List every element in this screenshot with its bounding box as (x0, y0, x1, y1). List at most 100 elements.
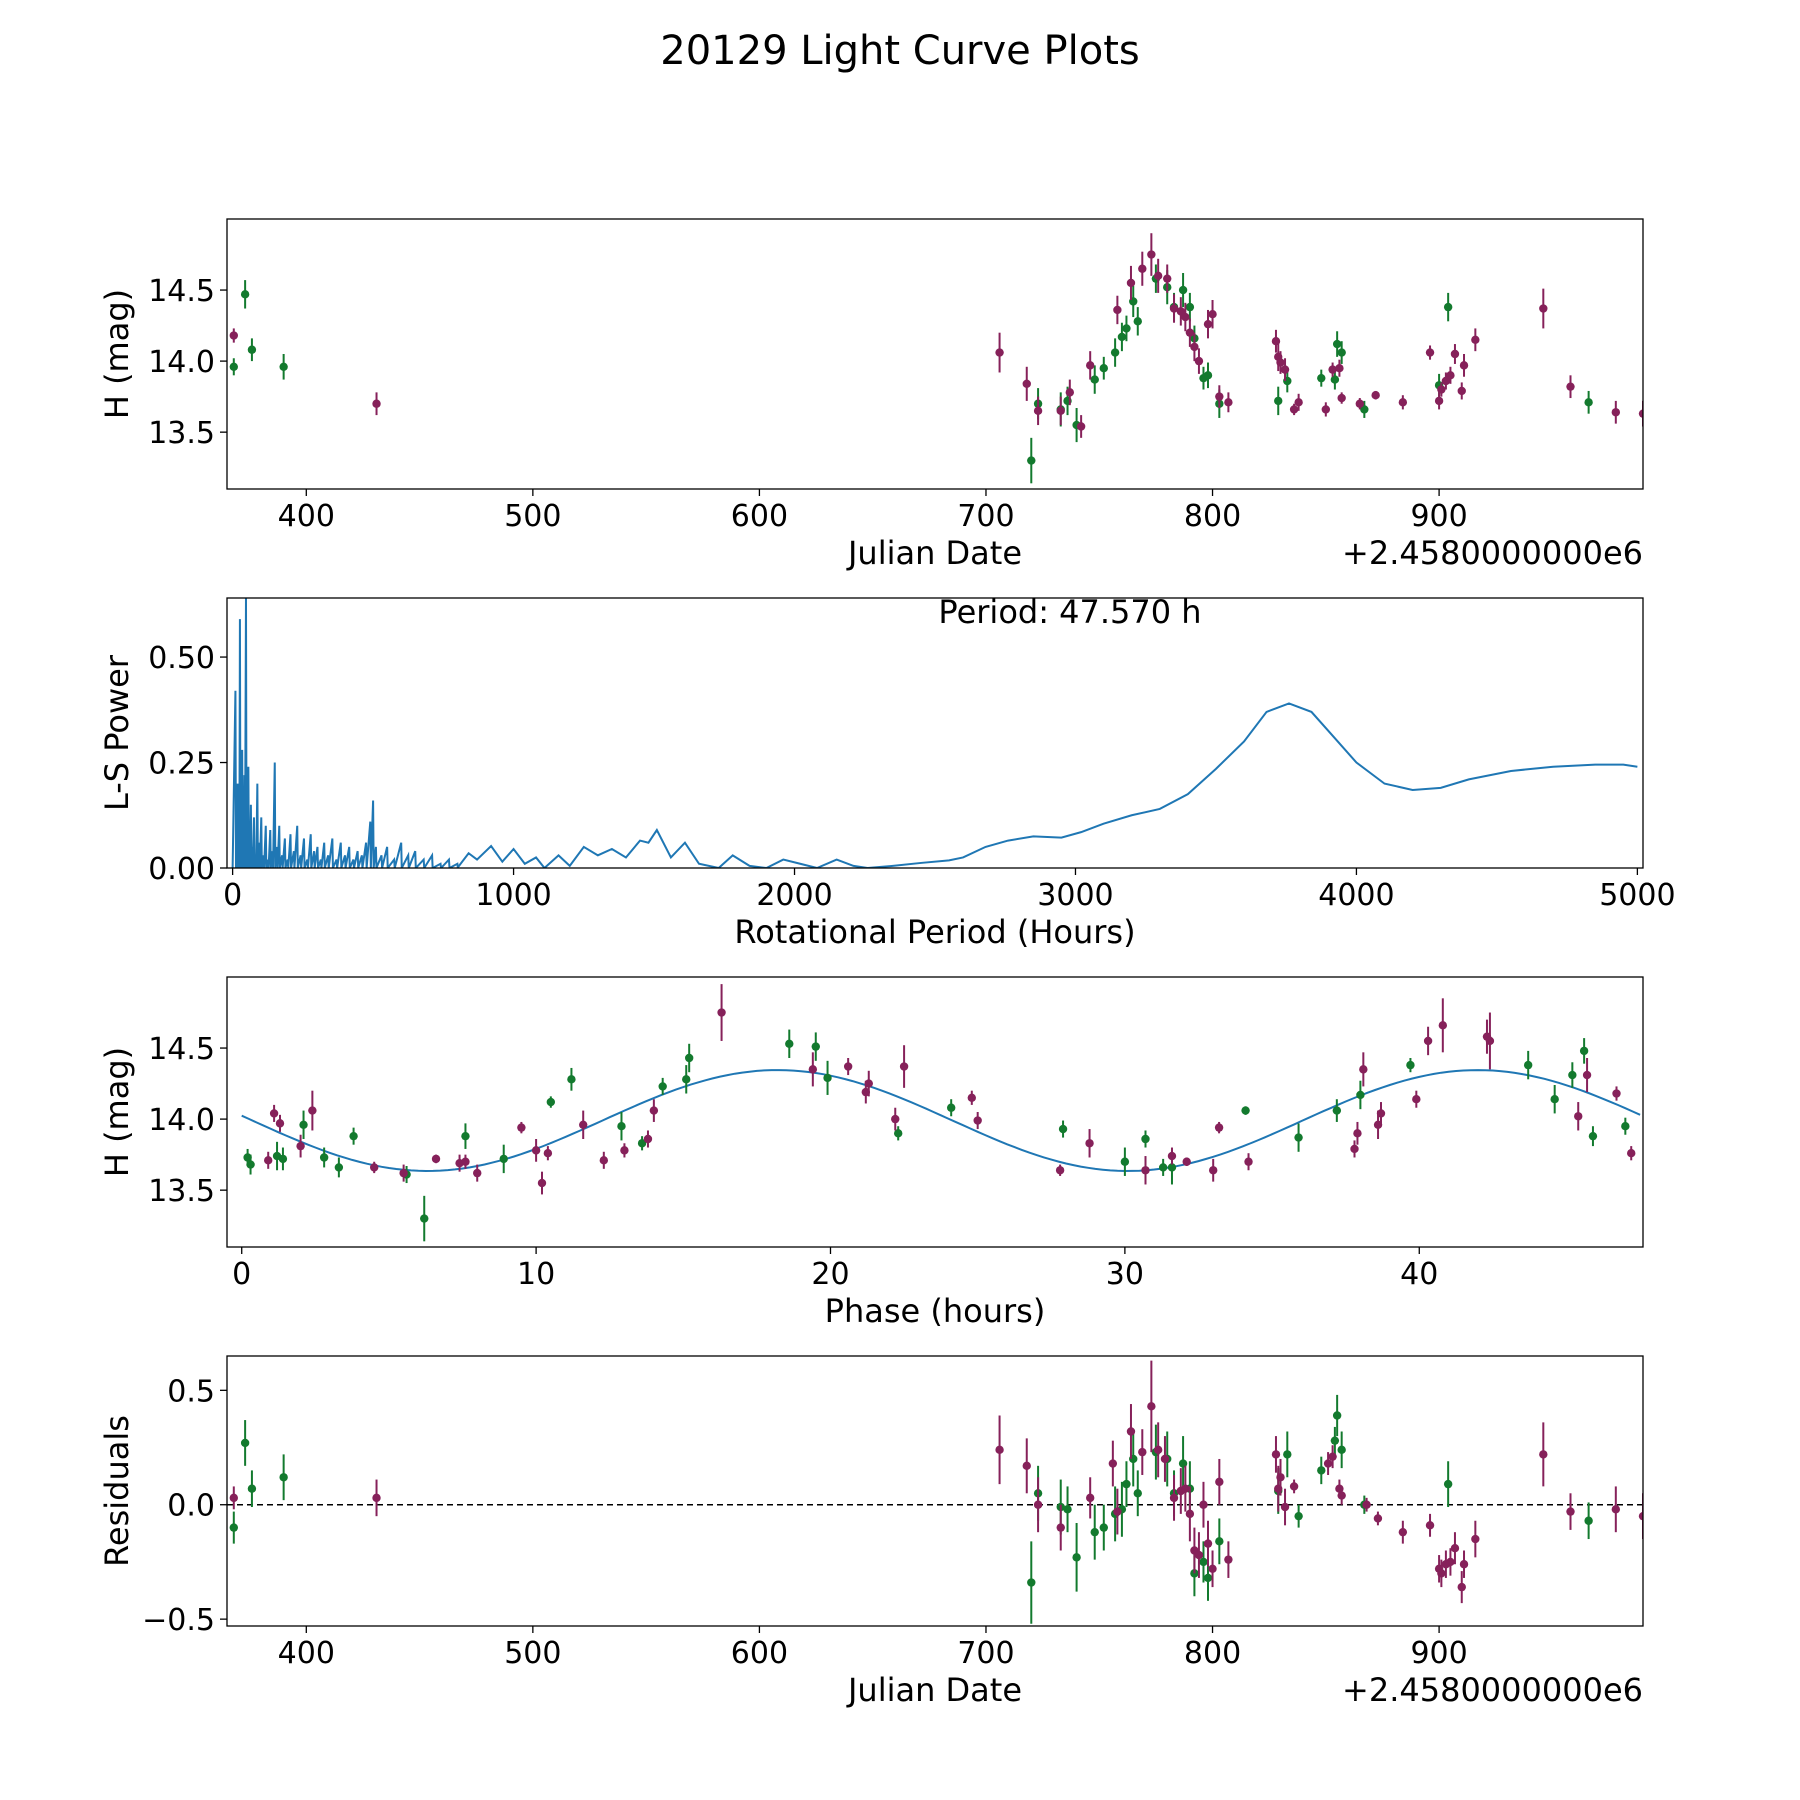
point-marker (1584, 1516, 1593, 1525)
data-point-purple (543, 1146, 553, 1161)
data-point-purple (1337, 392, 1346, 404)
point-marker (1208, 310, 1217, 319)
point-marker (1153, 1445, 1163, 1455)
point-marker (1126, 278, 1136, 288)
point-marker (1190, 1569, 1199, 1578)
point-marker (1317, 373, 1326, 383)
point-marker (899, 1062, 909, 1071)
data-point-purple (1611, 400, 1621, 424)
point-marker (229, 362, 238, 371)
point-marker (1539, 304, 1548, 313)
point-marker (1117, 332, 1127, 342)
point-marker (246, 1160, 255, 1169)
point-marker (1438, 1021, 1448, 1030)
y-axis-label: H (mag) (98, 1047, 136, 1177)
data-point-purple (1203, 309, 1213, 339)
point-marker (1328, 1452, 1337, 1461)
data-point-purple (1450, 344, 1460, 364)
data-point-green (1199, 1541, 1208, 1583)
data-point-purple (229, 1486, 238, 1510)
point-marker (1153, 271, 1163, 281)
point-marker (1457, 386, 1466, 396)
point-marker (1280, 365, 1290, 374)
point-marker (546, 1097, 556, 1107)
data-point-purple (1108, 1440, 1118, 1487)
data-point-purple (1176, 297, 1186, 326)
x-tick-label: 0 (232, 1257, 251, 1292)
point-marker (240, 290, 250, 299)
data-point-purple (372, 392, 381, 416)
x-tick-label: 4000 (1318, 878, 1394, 913)
data-point-green (1117, 322, 1127, 352)
data-point-purple (1181, 302, 1190, 332)
point-marker (1588, 1131, 1598, 1141)
point-marker (1337, 348, 1346, 357)
point-marker (1065, 388, 1075, 397)
point-marker (1055, 1166, 1065, 1175)
point-marker (1459, 361, 1469, 370)
point-marker (531, 1146, 541, 1155)
point-marker (1176, 307, 1186, 316)
data-point-green (240, 1420, 250, 1466)
point-marker (372, 399, 381, 408)
x-axis-label: Phase (hours) (825, 1292, 1046, 1330)
data-point-green (1090, 365, 1099, 394)
point-marker (1437, 1569, 1446, 1578)
axes-frame (226, 976, 1644, 1248)
point-marker (1337, 1491, 1346, 1500)
data-point-green (1317, 369, 1326, 387)
axes-frame (226, 218, 1644, 490)
point-marker (1122, 1479, 1131, 1489)
point-marker (1215, 1477, 1224, 1487)
point-marker (1113, 1507, 1122, 1516)
y-axis-label: L-S Power (98, 654, 136, 811)
data-point-green (1072, 1523, 1081, 1592)
x-tick-label: 30 (1106, 1257, 1144, 1292)
x-tick-label: 900 (1410, 499, 1467, 534)
point-marker (1122, 324, 1131, 333)
point-marker (543, 1149, 553, 1158)
data-point-green (1203, 362, 1213, 389)
point-marker (1160, 1454, 1170, 1464)
point-marker (967, 1093, 976, 1102)
point-marker (1450, 349, 1460, 359)
data-point-purple (308, 1090, 317, 1131)
point-marker (1356, 1090, 1365, 1100)
x-tick-label: 900 (1410, 1636, 1467, 1671)
point-marker (1289, 405, 1299, 414)
point-marker (1450, 1544, 1460, 1553)
data-point-purple (1163, 264, 1172, 293)
data-point-purple (1350, 1140, 1359, 1158)
point-marker (891, 1114, 900, 1124)
data-point-purple (1194, 348, 1204, 374)
point-marker (1190, 342, 1199, 352)
x-tick-label: 700 (957, 499, 1014, 534)
data-point-purple (1450, 1532, 1460, 1565)
data-point-purple (1321, 402, 1331, 417)
data-point-green (1110, 338, 1120, 367)
data-point-green (1133, 307, 1142, 336)
data-point-purple (967, 1090, 976, 1105)
data-point-green (1099, 356, 1108, 380)
point-marker (1178, 1459, 1188, 1468)
point-marker (1027, 1578, 1036, 1587)
point-marker (1185, 1509, 1195, 1519)
point-marker (1099, 1523, 1108, 1532)
x-tick-label: 1000 (475, 878, 551, 913)
point-marker (1108, 1459, 1118, 1468)
periodogram-line (231, 598, 1638, 868)
data-point-purple (1412, 1090, 1421, 1108)
data-point-purple (1337, 1486, 1346, 1505)
data-point-purple (1185, 1486, 1195, 1542)
data-point-purple (1359, 1052, 1368, 1087)
data-point-green (1568, 1062, 1577, 1088)
data-point-green (1588, 1126, 1598, 1147)
data-point-purple (1425, 345, 1435, 360)
data-point-purple (229, 328, 238, 343)
data-point-purple (1085, 351, 1095, 380)
point-marker (1398, 1527, 1408, 1537)
point-marker (1323, 1459, 1333, 1468)
y-tick-label: 0.0 (167, 1489, 215, 1524)
x-tick-label: 40 (1400, 1257, 1438, 1292)
point-marker (1203, 371, 1213, 380)
